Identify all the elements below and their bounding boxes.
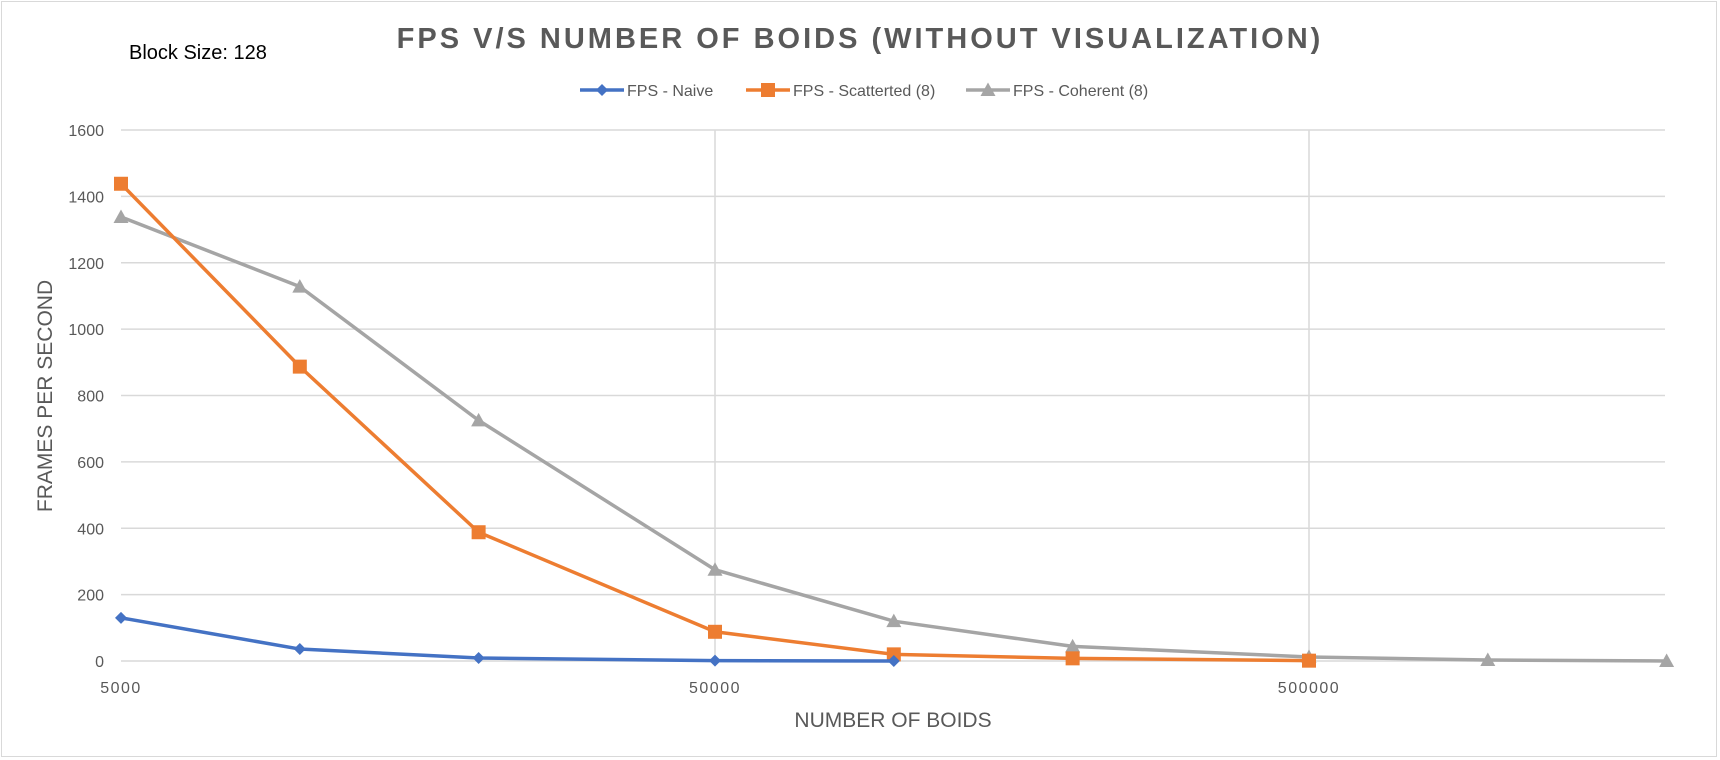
legend-item: FPS - Scatterted (8) xyxy=(746,83,935,100)
data-point xyxy=(1302,653,1316,668)
data-point xyxy=(472,652,485,665)
y-tick-label: 200 xyxy=(77,588,104,605)
series-layer xyxy=(113,176,1675,668)
data-point xyxy=(1659,653,1675,667)
chart-title: FPS V/S NUMBER OF BOIDS (WITHOUT VISUALI… xyxy=(397,23,1324,55)
y-tick-label: 1400 xyxy=(68,189,104,206)
data-point xyxy=(887,655,900,667)
data-point xyxy=(709,654,721,667)
x-tick-label: 5000 xyxy=(100,680,142,697)
legend-label: FPS - Scatterted (8) xyxy=(793,83,935,100)
y-tick-label: 400 xyxy=(77,521,104,538)
data-point xyxy=(886,613,902,628)
data-point xyxy=(113,209,129,223)
series-1 xyxy=(114,176,1316,668)
y-tick-label: 1600 xyxy=(68,123,104,140)
x-tick-label: 50000 xyxy=(689,680,741,697)
gridlines xyxy=(121,129,1665,662)
block-size-annotation: Block Size: 128 xyxy=(129,42,267,64)
data-point xyxy=(471,525,486,540)
y-tick-label: 1200 xyxy=(68,256,104,273)
y-tick-label: 600 xyxy=(77,455,104,472)
data-point xyxy=(707,562,723,576)
data-point xyxy=(292,279,308,293)
series-2 xyxy=(113,209,1675,667)
y-tick-label: 800 xyxy=(77,389,104,406)
legend-item: FPS - Naive xyxy=(580,83,713,100)
x-tick-label: 500000 xyxy=(1278,680,1340,697)
x-axis-title: NUMBER OF BOIDS xyxy=(794,709,991,732)
data-point xyxy=(886,647,901,662)
legend-label: FPS - Coherent (8) xyxy=(1013,83,1148,100)
data-point xyxy=(114,176,128,191)
y-axis-title: FRAMES PER SECOND xyxy=(34,280,57,512)
legend-marker xyxy=(596,84,608,96)
data-point xyxy=(293,643,306,656)
legend-item: FPS - Coherent (8) xyxy=(966,82,1148,100)
y-axis-ticks: 0 200 400 600 800 1000 1200 1400 1600 xyxy=(68,123,104,671)
x-axis-ticks: 5000 50000 500000 xyxy=(100,680,1340,697)
legend-label: FPS - Naive xyxy=(627,83,713,100)
data-point xyxy=(292,359,307,374)
data-point xyxy=(115,611,127,624)
y-tick-label: 0 xyxy=(95,654,104,671)
legend: FPS - Naive FPS - Scatterted (8) FPS - Coh… xyxy=(580,82,1148,100)
data-point xyxy=(1065,638,1081,653)
data-point xyxy=(708,624,722,639)
y-tick-label: 1000 xyxy=(68,322,104,339)
data-point xyxy=(1065,651,1080,666)
series-0 xyxy=(115,611,900,667)
legend-marker xyxy=(980,82,996,96)
legend-marker xyxy=(761,83,775,97)
data-point xyxy=(471,412,487,427)
data-point xyxy=(1480,652,1496,667)
